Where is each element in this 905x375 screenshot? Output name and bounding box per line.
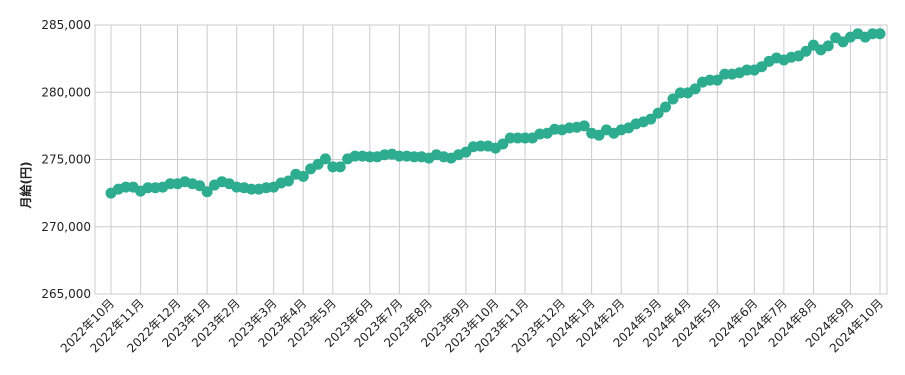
y-axis-label: 月給(円) [18,162,33,210]
y-tick-label: 270,000 [41,220,91,234]
y-tick-label: 280,000 [41,85,91,99]
data-point [874,28,886,40]
data-point [652,107,664,119]
data-point [201,186,213,198]
data-point [689,83,701,95]
data-point [800,45,812,57]
y-tick-label: 275,000 [41,153,91,167]
data-point [334,161,346,173]
data-point [711,74,723,86]
data-point [660,101,672,113]
data-point [297,170,309,182]
y-tick-label: 285,000 [41,18,91,32]
data-point [194,180,206,192]
data-point [822,40,834,52]
data-point [645,113,657,125]
data-point [578,120,590,132]
data-point [319,153,331,165]
y-tick-label: 265,000 [41,287,91,301]
data-point [497,138,509,150]
data-point [667,93,679,105]
data-point [282,175,294,187]
